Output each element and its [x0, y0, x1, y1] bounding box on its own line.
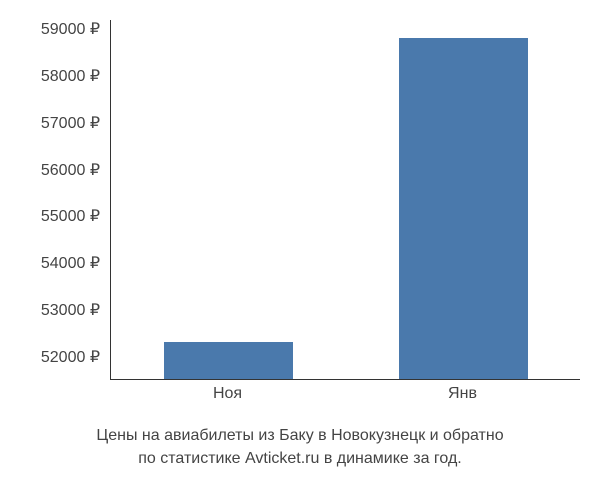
x-tick-label: Янв	[448, 385, 477, 403]
y-tick-label: 55000 ₽	[41, 206, 100, 226]
y-tick-label: 57000 ₽	[41, 113, 100, 133]
x-tick-label: Ноя	[213, 385, 242, 403]
chart-caption: Цены на авиабилеты из Баку в Новокузнецк…	[0, 425, 600, 470]
y-tick-label: 53000 ₽	[41, 300, 100, 320]
plot-area	[110, 20, 580, 380]
y-tick-label: 58000 ₽	[41, 66, 100, 86]
bar	[164, 342, 293, 379]
caption-line-2: по статистике Avticket.ru в динамике за …	[138, 450, 462, 467]
y-tick-label: 59000 ₽	[41, 19, 100, 39]
y-tick-label: 56000 ₽	[41, 160, 100, 180]
y-tick-label: 52000 ₽	[41, 347, 100, 367]
caption-line-1: Цены на авиабилеты из Баку в Новокузнецк…	[96, 427, 503, 444]
y-axis: 52000 ₽ 53000 ₽ 54000 ₽ 55000 ₽ 56000 ₽ 57000…	[20, 20, 110, 380]
price-chart: 52000 ₽ 53000 ₽ 54000 ₽ 55000 ₽ 56000 ₽ 57000…	[20, 20, 580, 400]
bar	[399, 38, 528, 379]
x-axis-labels: Ноя Янв	[110, 385, 580, 410]
y-tick-label: 54000 ₽	[41, 253, 100, 273]
